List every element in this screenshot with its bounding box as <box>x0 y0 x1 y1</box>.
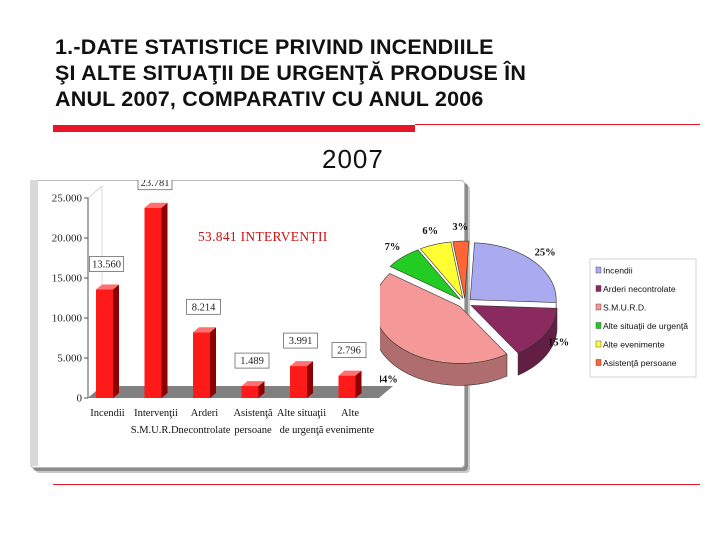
y-tick-label: 15.000 <box>52 273 83 285</box>
x-tick-label: Asistenţă <box>233 408 272 419</box>
x-tick-label: persoane <box>234 425 272 436</box>
pie-pct-label: 6% <box>422 226 438 237</box>
bar-side <box>210 327 216 398</box>
x-tick-label: Alte <box>341 408 359 419</box>
pie-chart: 25% 15% 44% 7% 6% 3% Incendii Arderi necontrola… <box>380 222 697 386</box>
x-tick-label: Intervenţii <box>134 408 178 419</box>
data-label: 1.489 <box>240 356 264 367</box>
year-label: 2007 <box>322 144 384 174</box>
chart-panel-edge <box>30 180 38 466</box>
pie-pct-label: 15% <box>548 337 569 348</box>
pie-slice <box>452 240 470 299</box>
title-line: 1.-DATE STATISTICE PRIVIND INCENDIILE <box>55 35 494 59</box>
pie-pct-label: 3% <box>452 222 468 233</box>
bar <box>96 289 113 398</box>
pie-pct-label: 25% <box>535 247 556 258</box>
x-tick-label: Arderi <box>191 408 218 419</box>
title-divider <box>415 124 700 125</box>
bar-top <box>290 361 313 367</box>
data-label-box <box>234 352 270 369</box>
bar-top <box>144 202 168 208</box>
x-tick-label: necontrolate <box>179 425 231 436</box>
pie-slice <box>470 305 558 354</box>
data-label: 8.214 <box>192 302 216 313</box>
pie-pct-label: 44% <box>380 374 398 385</box>
data-label: 23.781 <box>141 180 170 189</box>
y-tick-label: 25.000 <box>52 193 83 205</box>
x-tick-label: S.M.U.R.D. <box>131 425 181 436</box>
pie-pct-label: 7% <box>385 242 401 253</box>
x-tick-label: evenimente <box>326 425 375 436</box>
legend-box <box>589 258 697 378</box>
y-tick-label: 0 <box>77 393 83 405</box>
footer-divider <box>53 484 700 485</box>
bar <box>290 366 307 398</box>
y-tick-label: 20.000 <box>52 233 83 245</box>
legend-label: Asistenţă persoane <box>603 358 677 368</box>
bar-side <box>113 284 119 398</box>
bar-side <box>355 370 362 398</box>
data-label: 3.991 <box>289 336 313 347</box>
y-tick-label: 5.000 <box>57 353 82 365</box>
title-line: ŞI ALTE SITUAŢII DE URGENŢĂ PRODUSE ÎN <box>55 61 527 85</box>
data-label: 2.796 <box>337 346 361 357</box>
legend-swatch <box>595 359 602 366</box>
pie-slice <box>380 273 508 364</box>
bar-top <box>338 370 362 376</box>
legend-swatch <box>595 266 602 274</box>
title-line: ANUL 2007, COMPARATIV CU ANUL 2006 <box>55 87 484 111</box>
pie-slice <box>389 249 461 300</box>
bar-top <box>96 284 119 290</box>
pie-slice <box>469 242 557 303</box>
legend-label: Incendii <box>603 266 633 276</box>
pie-legend: Incendii Arderi necontrolate S.M.U.R.D. Alt… <box>589 258 697 378</box>
x-tick-label: de urgenţă <box>280 425 324 436</box>
x-tick-label: Incendii <box>90 408 124 419</box>
legend-swatch <box>595 322 602 329</box>
x-tick-label: Alte situaţii <box>277 408 326 419</box>
bar <box>144 207 162 398</box>
legend-swatch <box>595 340 602 348</box>
data-label-box <box>137 180 173 191</box>
legend-label: Arderi necontrolate <box>603 284 676 294</box>
legend-label: Alte evenimente <box>603 340 665 350</box>
title-underline <box>53 125 415 132</box>
legend-label: Alte situaţii de urgenţă <box>603 321 688 331</box>
bar <box>241 386 259 398</box>
data-label-box <box>89 256 124 272</box>
data-label-box <box>283 332 318 349</box>
data-label: 13.560 <box>92 260 121 271</box>
y-tick-label: 10.000 <box>52 313 83 325</box>
bar-side <box>307 361 313 398</box>
data-label-box <box>331 342 367 358</box>
pie-slice <box>419 241 464 299</box>
bar <box>193 332 210 398</box>
bar-top <box>193 327 216 333</box>
bar-top <box>241 381 265 387</box>
bar-side <box>161 202 168 398</box>
slide-title: 1.-DATE STATISTICE PRIVIND INCENDIILE ŞI… <box>55 34 695 112</box>
data-label-box <box>186 298 221 315</box>
chart-annotation: 53.841 INTERVENȚII <box>198 229 328 244</box>
bar-side <box>258 381 265 398</box>
bar <box>338 375 356 398</box>
bar-chart: 0 5.000 10.000 15.000 20.000 25.000 13.560 Ince… <box>52 180 393 436</box>
legend-swatch <box>595 285 602 292</box>
legend-swatch <box>595 303 602 311</box>
legend-label: S.M.U.R.D. <box>603 303 646 313</box>
